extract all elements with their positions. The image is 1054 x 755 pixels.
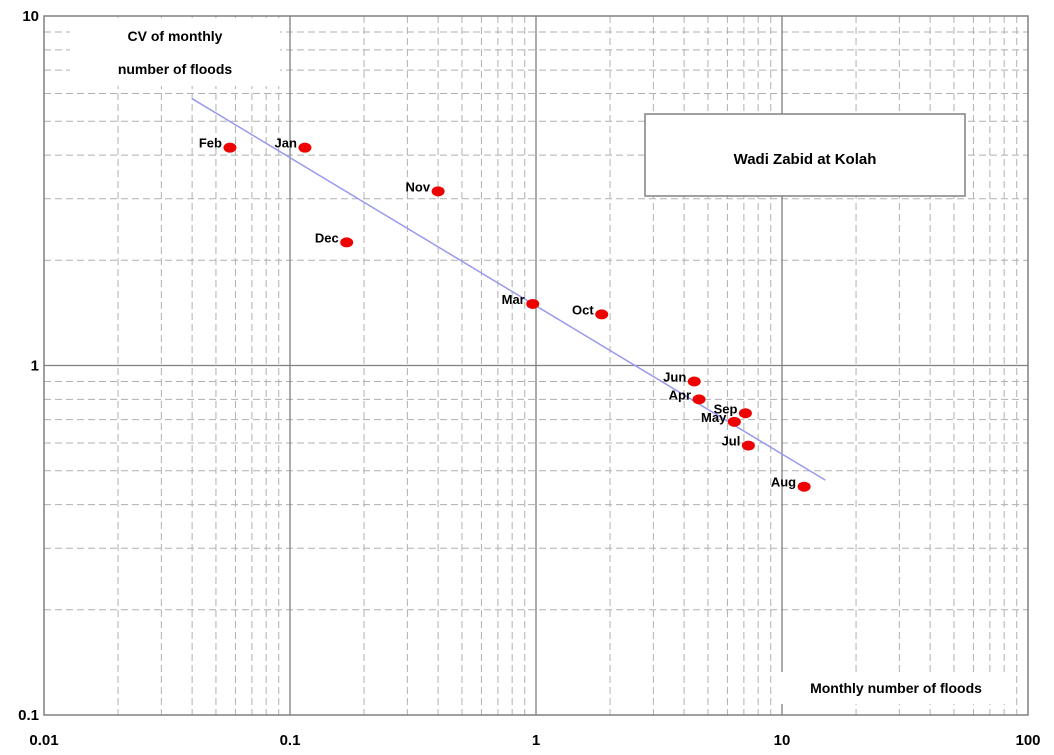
x-tick-label: 100 xyxy=(1015,732,1040,749)
y-tick-label: 0.1 xyxy=(18,707,39,724)
y-tick-label: 1 xyxy=(31,358,39,375)
data-point-may xyxy=(727,416,741,427)
x-tick-label: 10 xyxy=(774,732,791,749)
data-point-mar xyxy=(526,298,540,309)
data-label-feb: Feb xyxy=(199,136,222,151)
data-point-dec xyxy=(340,237,354,248)
x-tick-label: 0.1 xyxy=(280,732,301,749)
data-label-jul: Jul xyxy=(722,434,741,449)
data-label-apr: Apr xyxy=(669,387,691,402)
chart-title-frame xyxy=(644,113,966,197)
x-tick-label: 0.01 xyxy=(29,732,58,749)
data-label-dec: Dec xyxy=(315,230,339,245)
data-label-aug: Aug xyxy=(771,475,796,490)
data-label-jun: Jun xyxy=(663,369,686,384)
data-point-oct xyxy=(595,309,609,320)
plot-area-border xyxy=(43,15,1029,716)
data-label-may: May xyxy=(701,410,727,425)
data-points: Jan Feb Mar Apr May Jun Jul Aug Sep Oct Nov Dec xyxy=(199,136,811,492)
data-point-apr xyxy=(692,394,706,405)
data-label-jan: Jan xyxy=(275,136,297,151)
y-axis-title-line-2: number of floods xyxy=(118,61,233,77)
data-label-sep: Sep xyxy=(714,401,738,416)
data-point-jul xyxy=(741,440,755,451)
data-label-mar: Mar xyxy=(502,292,525,307)
y-axis-title-line-1: CV of monthly xyxy=(128,28,223,44)
data-label-nov: Nov xyxy=(406,179,431,194)
tick-labels: 0.01 0.1 1 10 100 0.1 1 10 xyxy=(18,8,1040,749)
data-point-nov xyxy=(431,186,445,197)
data-point-sep xyxy=(738,408,752,419)
y-axis-title: CV of monthly number of floods xyxy=(70,18,280,86)
data-label-oct: Oct xyxy=(572,302,594,317)
y-tick-label: 10 xyxy=(22,8,39,25)
x-axis-title: Monthly number of floods xyxy=(810,680,982,696)
data-point-aug xyxy=(797,481,811,492)
trend-line xyxy=(191,98,826,481)
data-point-feb xyxy=(223,142,237,153)
chart-title: Wadi Zabid at Kolah xyxy=(734,151,877,168)
x-tick-label: 1 xyxy=(532,732,540,749)
y-axis-title-background xyxy=(70,18,280,86)
data-point-jan xyxy=(298,142,312,153)
chart-title-box: Wadi Zabid at Kolah xyxy=(644,113,966,197)
x-axis-title-background xyxy=(780,672,1012,704)
x-axis-title: Monthly number of floods xyxy=(780,672,1012,704)
data-point-jun xyxy=(687,376,701,387)
